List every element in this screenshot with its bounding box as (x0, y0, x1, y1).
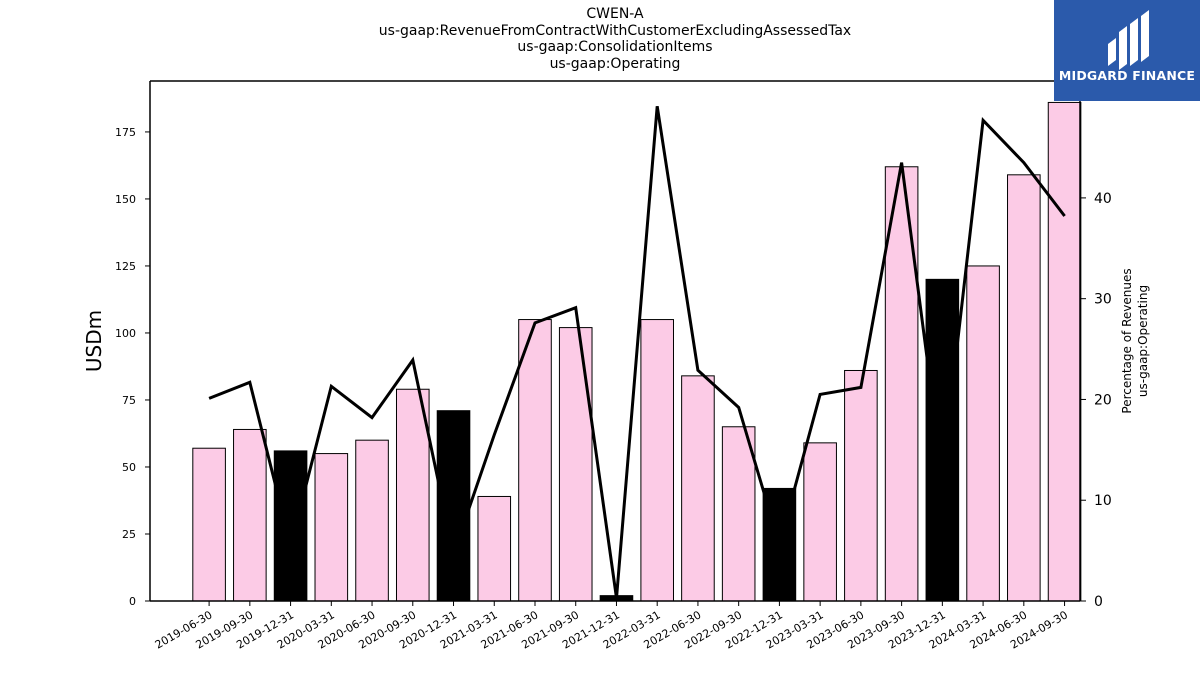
bar-2019-06-30 (192, 447, 226, 602)
bar-2021-06-30 (518, 319, 552, 602)
y-tick-label: 175 (115, 126, 136, 139)
y-tick-label: 75 (122, 394, 136, 407)
y-tick-label: 100 (115, 327, 136, 340)
logo-text: MIDGARD FINANCE (1058, 68, 1196, 83)
chart-title-ticker: CWEN-A (586, 6, 644, 22)
bar-2022-09-30 (721, 426, 756, 602)
chart-title-axis: us-gaap:ConsolidationItems (517, 39, 713, 56)
bar-2024-06-30 (1007, 174, 1041, 602)
chart-title-member: us-gaap:Operating (549, 56, 681, 73)
bar-2019-09-30 (233, 428, 267, 602)
percentage-line (208, 105, 1066, 599)
y-tick-label: 0 (129, 595, 136, 608)
bar-2024-03-31 (966, 265, 1000, 602)
y-tick-label: 25 (122, 528, 136, 541)
midgard-finance-logo: MIDGARD FINANCE (1054, 0, 1200, 101)
bar-2021-09-30 (558, 327, 593, 602)
bar-2022-06-30 (681, 375, 715, 602)
y-tick-label: 150 (115, 193, 136, 206)
y2-tick-label: 20 (1094, 392, 1112, 408)
bar-2022-03-31 (640, 319, 674, 602)
y-tick-label: 125 (115, 260, 136, 273)
bar-2020-09-30 (395, 388, 430, 602)
bar-2024-09-30 (1047, 101, 1082, 602)
bar-2019-12-31 (273, 450, 308, 602)
y-tick-label: 50 (122, 461, 136, 474)
midgard-logo-icon (1108, 10, 1149, 70)
chart-title-metric: us-gaap:RevenueFromContractWithCustomerE… (378, 22, 852, 39)
bars-layer (192, 101, 1082, 602)
y2-tick-label: 30 (1094, 292, 1112, 308)
y2-axis-label: us-gaap:Operating (1136, 285, 1150, 397)
chart-title-block: CWEN-A us-gaap:RevenueFromContractWithCu… (300, 6, 930, 73)
y-axis-label: USDm (82, 310, 106, 372)
y2-axis-label: Percentage of Revenues (1120, 268, 1134, 413)
y2-tick-label: 0 (1094, 594, 1103, 610)
y2-tick-label: 40 (1094, 191, 1112, 207)
y2-tick-label: 10 (1094, 493, 1112, 509)
bar-2023-06-30 (844, 369, 878, 602)
bar-2020-06-30 (355, 439, 389, 602)
bar-2023-12-31 (925, 278, 960, 602)
bar-2021-03-31 (477, 495, 512, 602)
line-layer (208, 105, 1066, 599)
bar-2023-03-31 (803, 442, 837, 602)
bar-2020-03-31 (314, 453, 349, 602)
